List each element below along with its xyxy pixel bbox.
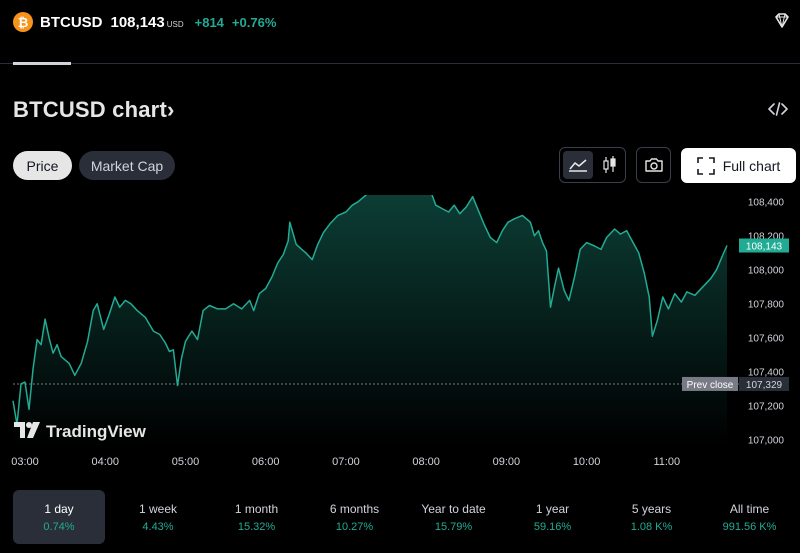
timeframe-label: 5 years [631, 501, 672, 516]
x-axis-tick-label: 07:00 [332, 456, 360, 468]
x-axis-tick-label: 08:00 [412, 456, 440, 468]
timeframe-change: 1.08 K% [630, 520, 673, 533]
timeframe-button[interactable]: Year to date 15.79% [402, 490, 505, 544]
last-price-badge-background [739, 238, 789, 253]
timeframe-button[interactable]: 1 day 0.74% [13, 490, 105, 544]
chevron-right-icon: › [166, 97, 175, 122]
prev-close-value-badge: 107,329 [746, 380, 783, 391]
timeframe-button[interactable]: All time 991.56 K% [700, 490, 799, 544]
timeframe-change: 59.16% [533, 520, 572, 533]
timeframe-label: All time [729, 501, 770, 516]
timeframe-change: 4.43% [142, 520, 174, 533]
x-axis-tick-label: 09:00 [493, 456, 521, 468]
timeframe-change: 10.27% [335, 520, 374, 533]
timeframe-change: 15.79% [434, 520, 473, 533]
active-tab-indicator [13, 62, 71, 65]
chart-title-text: BTCUSD chart [13, 97, 167, 122]
chart-section-title[interactable]: BTCUSD chart› [13, 97, 175, 123]
symbol-name[interactable]: BTCUSD [40, 13, 103, 31]
timeframe-label: 1 month [234, 501, 279, 516]
timeframe-selector: 1 day 0.74% 1 week 4.43% 1 month 15.32% 6 mont… [0, 490, 800, 544]
timeframe-change: 991.56 K% [722, 520, 777, 533]
price-area [13, 195, 727, 445]
y-axis-tick-label: 107,200 [748, 401, 785, 412]
currency-label: USD [166, 20, 184, 29]
fullscreen-icon [696, 156, 715, 175]
y-axis-tick-label: 107,400 [748, 367, 785, 378]
timeframe-button[interactable]: 5 years 1.08 K% [600, 490, 703, 544]
prev-close-label-background [682, 376, 738, 391]
chart-type-switcher [559, 147, 626, 183]
price-tab[interactable]: Price [13, 151, 72, 180]
timeframe-change: 15.32% [237, 520, 276, 533]
x-axis-tick-label: 10:00 [573, 456, 601, 468]
timeframe-label: 6 months [329, 501, 380, 516]
bitcoin-logo-icon: ₿ [13, 12, 33, 32]
tabs-divider [0, 63, 800, 64]
last-price: 108,143 [110, 13, 165, 31]
x-axis-tick-label: 11:00 [653, 456, 680, 468]
y-axis-tick-label: 107,000 [748, 435, 785, 446]
line-chart-button[interactable] [563, 151, 593, 179]
tradingview-wordmark: TradingView [46, 422, 147, 441]
camera-icon [644, 158, 663, 172]
full-chart-label: Full chart [722, 157, 781, 174]
timeframe-button[interactable]: 1 week 4.43% [112, 490, 204, 544]
candlestick-icon [602, 156, 616, 173]
y-axis-tick-label: 108,200 [748, 231, 785, 242]
y-axis-tick-label: 108,000 [748, 265, 785, 276]
price-change-percent: +0.76% [231, 14, 277, 30]
market-cap-tab[interactable]: Market Cap [79, 151, 175, 180]
price-change: +814 [194, 14, 224, 30]
prev-close-value-badge-background [739, 376, 789, 391]
y-axis-tick-label: 107,800 [748, 299, 785, 310]
timeframe-label: 1 week [138, 501, 178, 516]
area-chart-icon [569, 159, 587, 172]
diamond-badge-icon[interactable] [772, 11, 792, 31]
timeframe-label: Year to date [421, 501, 486, 516]
price-line [12, 195, 728, 426]
prev-close-label: Prev close [687, 380, 734, 391]
tradingview-watermark: TradingView [14, 422, 147, 441]
x-axis-tick-label: 06:00 [252, 456, 280, 468]
y-axis-tick-label: 107,600 [748, 333, 785, 344]
timeframe-button[interactable]: 1 year 59.16% [502, 490, 603, 544]
timeframe-label: 1 day [44, 501, 74, 516]
embed-code-icon[interactable] [768, 101, 788, 117]
full-chart-button[interactable]: Full chart [681, 148, 796, 183]
symbol-header: ₿ BTCUSD 108,143 USD +814 +0.76% [0, 0, 800, 44]
x-axis-tick-label: 04:00 [91, 456, 119, 468]
x-axis-tick-label: 05:00 [172, 456, 200, 468]
candles-chart-button[interactable] [596, 151, 623, 179]
screenshot-button[interactable] [636, 147, 671, 183]
x-axis-tick-label: 03:00 [11, 456, 39, 468]
price-chart[interactable]: 108,400 108,200 108,000 107,800 107,600 107,4… [0, 195, 800, 475]
timeframe-label: 1 year [535, 501, 570, 516]
last-price-badge: 108,143 [746, 242, 783, 253]
tradingview-logo-icon [14, 422, 40, 438]
timeframe-change: 0.74% [43, 520, 75, 533]
timeframe-button[interactable]: 6 months 10.27% [306, 490, 403, 544]
y-axis-tick-label: 108,400 [748, 197, 785, 208]
timeframe-button[interactable]: 1 month 15.32% [208, 490, 305, 544]
